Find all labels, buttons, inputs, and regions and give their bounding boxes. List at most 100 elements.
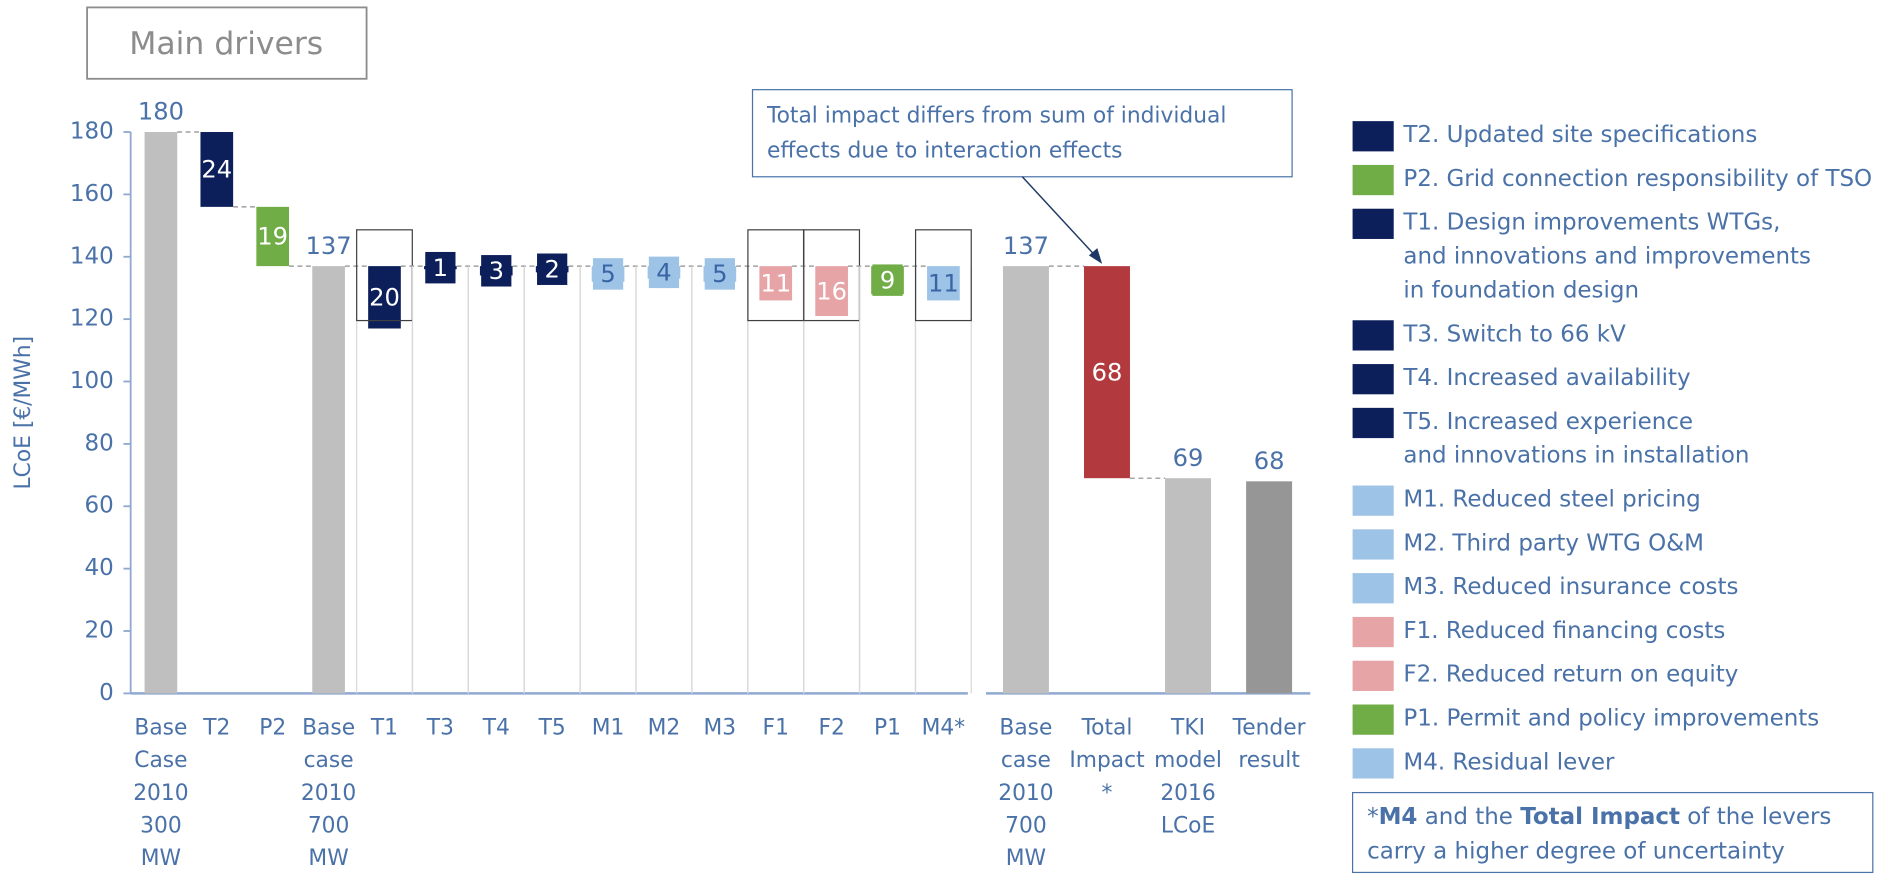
value-label: 5 — [600, 260, 615, 288]
legend-swatch — [1352, 121, 1394, 152]
x-tick-label: 2010 — [301, 781, 356, 806]
x-tick-label: Total — [1081, 715, 1133, 740]
x-tick-label: * — [1102, 781, 1113, 806]
x-tick-label: LCoE — [1161, 813, 1215, 838]
label-badge — [704, 258, 735, 290]
annotation-arrowhead — [1088, 248, 1103, 264]
bar — [927, 266, 960, 301]
value-label: 24 — [201, 156, 232, 184]
value-label: 180 — [138, 98, 184, 126]
legend-swatch — [1352, 364, 1394, 395]
legend-swatch — [1352, 660, 1394, 691]
label-badge — [481, 255, 512, 287]
x-tick-label: 2016 — [1160, 781, 1215, 806]
y-tick-label: 120 — [70, 306, 114, 332]
legend-label: M3. Reduced insurance costs — [1403, 574, 1738, 600]
bar — [200, 132, 234, 207]
legend-swatch — [1352, 573, 1394, 604]
value-label: 20 — [369, 284, 400, 312]
highlight-box — [914, 229, 972, 322]
legend-label: T3. Switch to 66 kV — [1402, 321, 1626, 347]
legend-label: and innovations and improvements — [1403, 244, 1811, 270]
x-tick-label: case — [304, 748, 354, 773]
legend-label: in foundation design — [1403, 277, 1639, 303]
x-tick-label: model — [1154, 748, 1222, 773]
legend-swatch — [1352, 407, 1394, 439]
x-tick-label: case — [1001, 748, 1051, 773]
y-tick-label: 60 — [84, 493, 113, 519]
bar — [1084, 266, 1130, 479]
y-tick-label: 20 — [84, 618, 113, 644]
annotation: Total impact differs from sum of individ… — [766, 103, 1226, 128]
x-tick-label: P1 — [874, 715, 901, 740]
x-tick-label: 2010 — [133, 781, 188, 806]
value-label: 68 — [1254, 447, 1285, 475]
x-tick-label: T4 — [482, 715, 510, 740]
y-tick-label: 100 — [70, 368, 114, 394]
annotation: effects due to interaction effects — [767, 138, 1122, 163]
label-badge — [872, 264, 903, 296]
value-label: 16 — [816, 277, 847, 305]
x-tick-label: Base — [999, 715, 1052, 740]
annotation-box — [751, 89, 1293, 178]
note: *M4 and the Total Impact of the levers — [1367, 803, 1831, 829]
bar — [368, 266, 401, 329]
y-tick-label: 160 — [70, 181, 114, 207]
x-tick-label: 700 — [308, 813, 350, 838]
legend-swatch — [1352, 704, 1394, 735]
y-axis-label: LCoE [€/MWh] — [11, 336, 36, 490]
legend-label: M4. Residual lever — [1403, 749, 1615, 775]
label-badge — [537, 253, 568, 285]
legend-swatch — [1352, 320, 1394, 351]
value-label: 11 — [928, 269, 959, 297]
legend-label: T5. Increased experience — [1402, 409, 1693, 435]
bar — [312, 266, 345, 694]
value-label: 137 — [1003, 232, 1049, 260]
title-box — [86, 6, 368, 80]
x-tick-label: T1 — [370, 715, 398, 740]
legend-label: T1. Design improvements WTGs, — [1402, 210, 1780, 236]
bar — [759, 266, 793, 301]
value-label: 2 — [544, 255, 559, 283]
legend-label: T4. Increased availability — [1402, 365, 1690, 391]
value-label: 69 — [1173, 444, 1204, 472]
value-label: 137 — [306, 232, 352, 260]
x-tick-label: P2 — [259, 715, 286, 740]
label-badge — [592, 258, 624, 290]
legend-swatch — [1352, 529, 1394, 560]
legend-swatch — [1352, 164, 1394, 196]
legend-swatch — [1352, 748, 1394, 779]
bar — [256, 206, 290, 267]
annotation-arrow — [1021, 176, 1097, 258]
bar — [1246, 481, 1293, 694]
x-tick-label: Base — [134, 715, 187, 740]
bar — [815, 266, 848, 317]
x-tick-label: TKI — [1170, 715, 1205, 740]
label-badge — [648, 256, 680, 289]
legend-label: F1. Reduced financing costs — [1403, 618, 1725, 644]
y-tick-label: 0 — [99, 680, 114, 706]
legend-label: M1. Reduced steel pricing — [1403, 487, 1700, 513]
legend-swatch — [1352, 208, 1394, 239]
x-tick-label: MW — [141, 846, 181, 871]
x-tick-label: M2 — [648, 715, 681, 740]
label-badge — [425, 251, 456, 284]
x-tick-label: MW — [308, 846, 348, 871]
note-box — [1351, 791, 1874, 874]
value-label: 5 — [712, 260, 727, 288]
bar — [144, 132, 178, 694]
x-tick-label: 300 — [140, 813, 182, 838]
x-tick-label: 700 — [1005, 813, 1047, 838]
legend-swatch — [1352, 485, 1394, 516]
x-tick-label: F2 — [818, 715, 844, 740]
bar — [1002, 266, 1049, 694]
bar — [1165, 478, 1212, 694]
x-tick-label: F1 — [763, 715, 789, 740]
y-tick-label: 180 — [70, 119, 114, 145]
value-label: 4 — [656, 259, 671, 287]
chart-title: Main drivers — [129, 26, 323, 62]
x-tick-label: T3 — [426, 715, 454, 740]
x-tick-label: M4* — [922, 715, 966, 740]
x-tick-label: M3 — [704, 715, 737, 740]
